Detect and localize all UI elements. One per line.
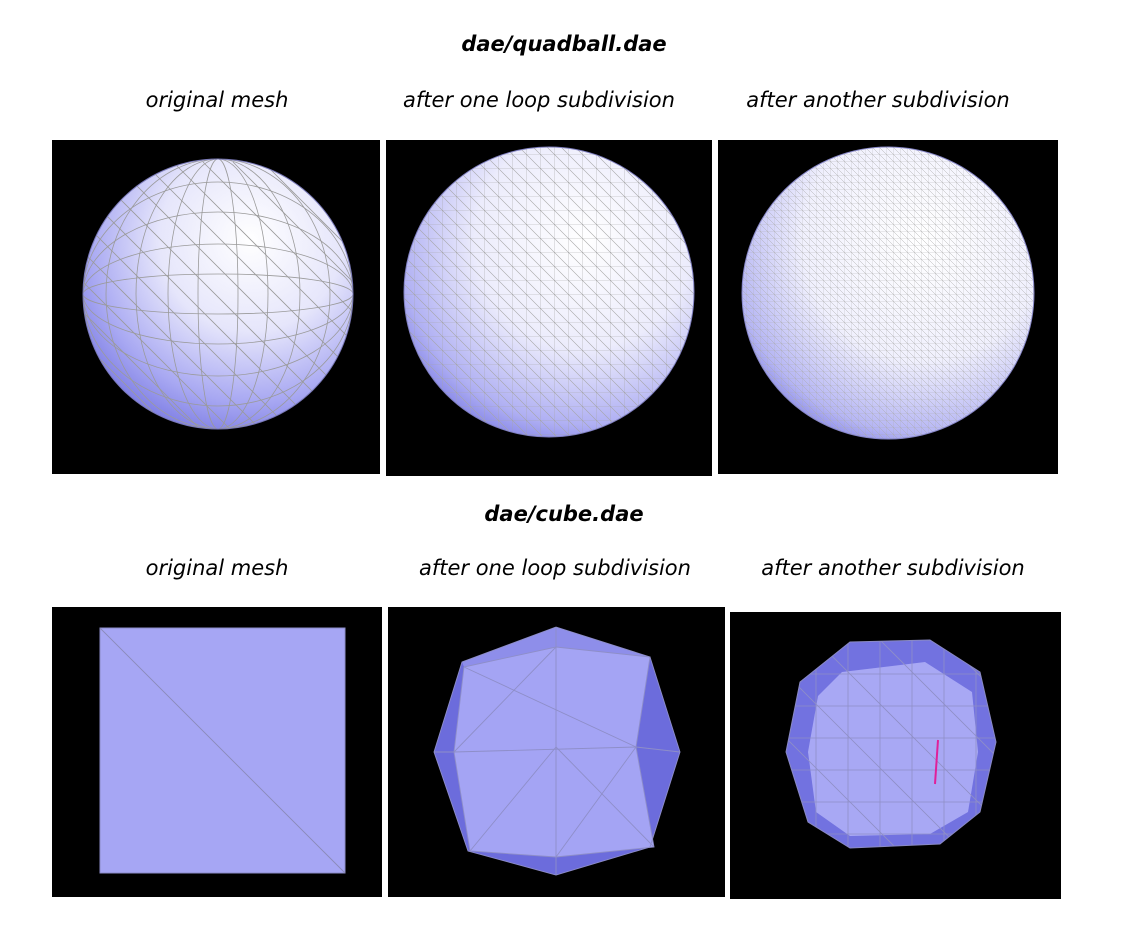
sphere-body bbox=[83, 159, 353, 429]
viewport-cube-loop1[interactable] bbox=[388, 607, 725, 897]
mesh-wireframe bbox=[742, 147, 1034, 439]
quadball-loop2-render bbox=[741, 146, 1035, 440]
mesh-front-face bbox=[454, 647, 654, 857]
cube-loop1-render bbox=[433, 626, 681, 876]
mesh-outline bbox=[785, 639, 997, 849]
mesh-wireframe bbox=[404, 147, 694, 437]
viewport-quadball-loop2[interactable] bbox=[718, 140, 1058, 474]
mesh-wireframe bbox=[83, 159, 353, 429]
viewport-quadball-original[interactable] bbox=[52, 140, 380, 474]
cube-loop2-render bbox=[785, 639, 997, 849]
caption-cube-loop1: after one loop subdivision bbox=[419, 556, 691, 580]
viewport-quadball-loop1[interactable] bbox=[386, 140, 712, 476]
sphere-outline bbox=[403, 146, 695, 438]
sphere-outline bbox=[741, 146, 1035, 440]
section-title-quadball: dae/quadball.dae bbox=[461, 32, 667, 56]
sphere-outline bbox=[82, 158, 354, 430]
caption-cube-original: original mesh bbox=[145, 556, 289, 580]
mesh-wireframe bbox=[433, 626, 681, 876]
viewport-cube-original[interactable] bbox=[52, 607, 382, 897]
caption-cube-loop2: after another subdivision bbox=[761, 556, 1025, 580]
cube-original-render bbox=[99, 627, 346, 874]
mesh-wireframe bbox=[786, 640, 996, 848]
section-title-cube: dae/cube.dae bbox=[484, 502, 644, 526]
caption-quadball-loop2: after another subdivision bbox=[746, 88, 1010, 112]
quadball-original-render bbox=[82, 158, 354, 430]
mesh-front-face bbox=[808, 662, 978, 836]
selected-edge bbox=[934, 739, 939, 785]
mesh-edge bbox=[99, 627, 346, 874]
caption-quadball-loop1: after one loop subdivision bbox=[403, 88, 675, 112]
caption-quadball-original: original mesh bbox=[145, 88, 289, 112]
viewport-cube-loop2[interactable] bbox=[730, 612, 1061, 899]
quadball-loop1-render bbox=[403, 146, 695, 438]
